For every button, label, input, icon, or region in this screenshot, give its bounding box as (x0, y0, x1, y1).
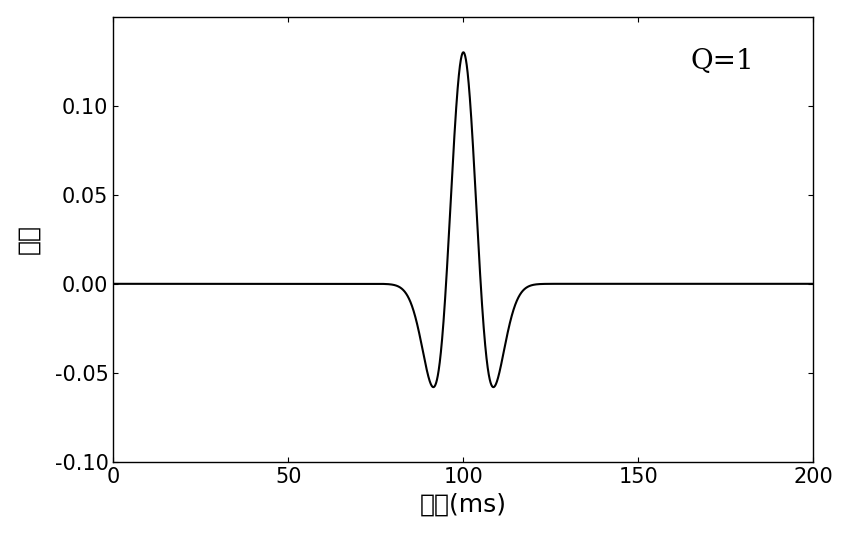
Y-axis label: 振幅: 振幅 (17, 224, 41, 254)
Text: Q=1: Q=1 (690, 47, 754, 75)
X-axis label: 时间(ms): 时间(ms) (420, 492, 507, 516)
